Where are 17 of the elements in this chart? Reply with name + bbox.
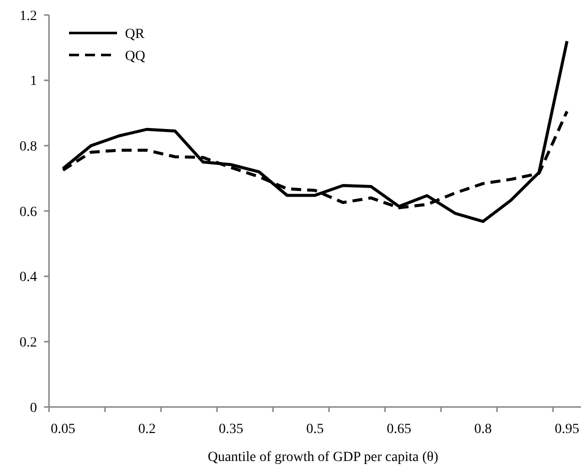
x-tick-label: 0.35 (218, 422, 244, 437)
x-tick-label: 0.65 (386, 422, 412, 437)
y-tick-label: 0.4 (20, 270, 37, 286)
y-tick-label: 0.2 (20, 336, 37, 351)
x-tick-label: 0.05 (50, 422, 76, 437)
x-tick-label: 0.95 (554, 422, 580, 437)
y-tick-label: 1 (30, 74, 37, 90)
y-tick-label: 0.8 (20, 140, 37, 155)
legend-label: QR (125, 26, 146, 42)
legend-label: QQ (125, 48, 146, 64)
y-tick-label: 0 (30, 400, 37, 416)
x-tick-label: 0.2 (138, 422, 156, 437)
x-axis-title: Quantile of growth of GDP per capita (θ) (208, 450, 439, 465)
y-tick-label: 0.6 (20, 204, 37, 220)
x-tick-label: 0.8 (474, 422, 492, 437)
y-tick-label: 1.2 (20, 8, 37, 24)
x-tick-label: 0.5 (306, 422, 324, 437)
